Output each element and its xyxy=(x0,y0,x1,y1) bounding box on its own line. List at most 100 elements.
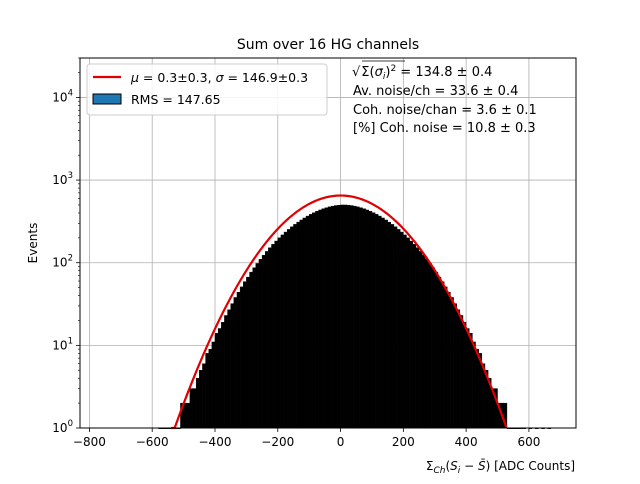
histogram-bar xyxy=(456,309,461,429)
histogram-bar xyxy=(280,234,285,429)
histogram-bar xyxy=(315,211,319,429)
histogram-bar xyxy=(258,259,263,429)
x-axis-ticks: −800 −600 −400 −200 0 200 400 600 xyxy=(73,428,540,449)
histogram-bar xyxy=(415,247,420,429)
histogram-bar xyxy=(305,215,310,429)
y-tick-label: 102 xyxy=(52,254,73,270)
stats-annotations: √Σ(σi)2 = 134.8 ± 0.4 Av. noise/ch = 33.… xyxy=(352,60,537,136)
histogram-bar xyxy=(481,363,486,429)
histogram-bar xyxy=(299,219,304,429)
svg-text:√Σ(σi)2 = 134.8 ± 0.4: √Σ(σi)2 = 134.8 ± 0.4 xyxy=(352,64,492,82)
histogram-bar xyxy=(437,276,442,429)
histogram-bar xyxy=(265,251,269,429)
histogram-bar xyxy=(255,263,260,429)
histogram-bar xyxy=(296,221,300,429)
histogram-bar xyxy=(384,219,388,429)
histogram-bar xyxy=(217,328,222,429)
x-tick-label: −200 xyxy=(261,435,294,449)
histogram-bar xyxy=(327,206,332,429)
y-tick-label: 101 xyxy=(52,336,73,352)
x-tick-label: 600 xyxy=(517,435,540,449)
histogram-bar xyxy=(334,205,338,429)
histogram-bar xyxy=(268,247,272,429)
x-axis-label: ΣCh(Si − S̄) [ADC Counts] xyxy=(426,459,575,476)
annotation-coh-percent: [%] Coh. noise = 10.8 ± 0.3 xyxy=(353,121,536,136)
histogram-bar xyxy=(421,255,426,429)
y-tick-label: 103 xyxy=(52,171,73,187)
histogram-bar xyxy=(205,353,209,429)
histogram-bar xyxy=(431,267,435,429)
y-axis-ticks: 100 101 102 103 104 xyxy=(52,57,80,435)
plot-frame xyxy=(79,57,577,429)
histogram-bar xyxy=(274,240,278,429)
y-axis-label: Events xyxy=(26,223,40,264)
histogram-bar xyxy=(195,378,200,429)
histogram-bar xyxy=(412,244,417,429)
histogram-bar xyxy=(227,309,231,429)
histogram-bar xyxy=(447,291,451,429)
histogram-bar xyxy=(233,297,238,429)
histogram-bar xyxy=(359,207,363,429)
histogram-bar xyxy=(290,226,294,429)
y-tick-label: 104 xyxy=(52,88,73,104)
histogram-bar xyxy=(239,286,244,429)
histogram-bar xyxy=(312,212,316,429)
histogram-bar xyxy=(199,370,203,429)
histogram-bar xyxy=(459,315,464,429)
histogram-bar xyxy=(393,226,398,429)
histogram-bar xyxy=(321,208,326,429)
histogram-bar xyxy=(356,206,360,429)
histogram-bar xyxy=(330,205,335,429)
histogram-bar xyxy=(362,208,366,429)
histogram-bar xyxy=(252,267,256,429)
histogram-bar xyxy=(396,229,401,429)
x-tick-label: −800 xyxy=(73,435,106,449)
histogram-bar xyxy=(428,263,432,429)
histogram-bar xyxy=(224,315,228,429)
histogram-bar xyxy=(236,291,241,429)
histogram-bar xyxy=(343,204,348,429)
histogram-bar xyxy=(462,322,467,429)
histogram-bar xyxy=(406,237,410,429)
histogram-bar xyxy=(318,209,322,429)
histogram-bars xyxy=(158,204,552,430)
legend-rms-label: RMS = 147.65 xyxy=(131,92,221,107)
histogram-bar xyxy=(378,215,382,429)
histogram-bar xyxy=(211,341,216,429)
legend: μ = 0.3±0.3, σ = 146.9±0.3 RMS = 147.65 xyxy=(86,63,328,116)
histogram-bar xyxy=(340,204,344,429)
histogram-bar xyxy=(475,348,479,429)
histogram-bar xyxy=(202,363,206,429)
histogram-bar xyxy=(221,322,225,429)
x-tick-label: −400 xyxy=(199,435,232,449)
legend-fit-label: μ = 0.3±0.3, σ = 146.9±0.3 xyxy=(130,70,308,85)
histogram-bar xyxy=(434,271,439,429)
x-tick-label: 200 xyxy=(392,435,415,449)
histogram-bar xyxy=(249,271,253,429)
chart-title: Sum over 16 HG channels xyxy=(237,37,419,53)
histogram-bar xyxy=(374,214,379,429)
histogram-bar xyxy=(246,276,250,429)
gaussian-fit-line xyxy=(171,194,508,430)
histogram-bar xyxy=(440,281,445,429)
annotation-coh-noise: Coh. noise/chan = 3.6 ± 0.1 xyxy=(353,103,537,118)
histogram-bar xyxy=(352,205,357,429)
histogram-bar xyxy=(189,388,194,429)
histogram-bar xyxy=(208,348,213,429)
histogram-bar xyxy=(472,341,476,429)
x-tick-label: 400 xyxy=(455,435,478,449)
histogram-bar xyxy=(302,217,307,429)
histogram-bar xyxy=(387,221,391,429)
histogram-bar xyxy=(400,231,404,429)
fit-curve xyxy=(171,194,508,430)
histogram-bar xyxy=(230,303,235,429)
legend-rms-patch xyxy=(92,93,122,105)
histogram-bar xyxy=(443,286,448,429)
histogram-bar xyxy=(214,333,219,429)
histogram-bar xyxy=(368,211,373,429)
histogram-bar xyxy=(453,303,457,429)
x-tick-label: −600 xyxy=(136,435,169,449)
histogram-bar xyxy=(277,237,282,429)
